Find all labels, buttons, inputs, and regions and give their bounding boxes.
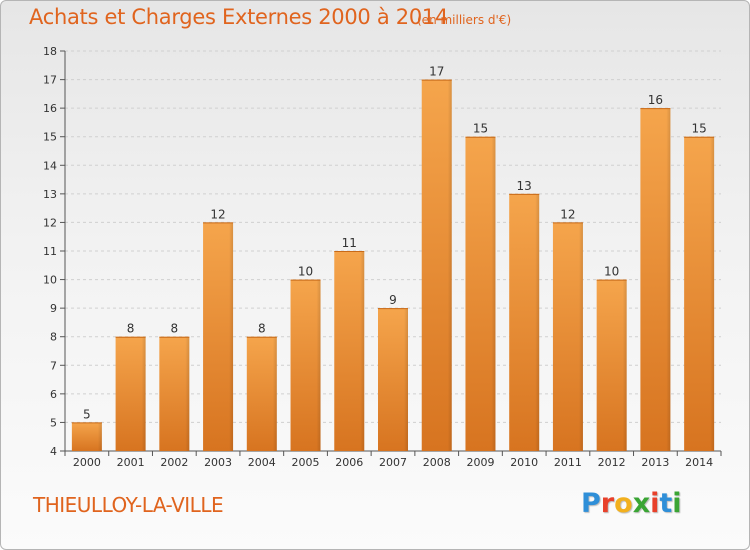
bar-value-label: 10 <box>298 265 313 279</box>
bar-value-label: 8 <box>127 322 135 336</box>
y-tick-label: 10 <box>43 274 57 287</box>
x-tick-label: 2004 <box>248 456 276 469</box>
bar <box>246 336 277 451</box>
x-tick-label: 2007 <box>379 456 407 469</box>
logo-letter: P <box>581 488 601 519</box>
y-tick-label: 8 <box>50 331 57 344</box>
x-tick-label: 2003 <box>204 456 232 469</box>
y-tick-label: 16 <box>43 102 57 115</box>
bar-value-label: 17 <box>429 65 444 79</box>
bar-shade <box>97 422 102 451</box>
bar-shade <box>491 136 496 451</box>
bar-value-label: 10 <box>604 265 619 279</box>
bar <box>552 222 583 451</box>
bar-value-label: 9 <box>389 293 397 307</box>
x-tick-label: 2012 <box>598 456 626 469</box>
y-tick-label: 14 <box>43 159 57 172</box>
x-tick-label: 2002 <box>160 456 188 469</box>
bar-shade <box>185 336 190 451</box>
x-tick-label: 2013 <box>641 456 669 469</box>
proxiti-logo: Proxiti <box>581 488 682 519</box>
x-tick-label: 2009 <box>466 456 494 469</box>
y-tick-label: 11 <box>43 245 57 258</box>
logo-letter: r <box>600 488 615 519</box>
y-tick-label: 4 <box>50 445 57 458</box>
bar-shade <box>272 336 277 451</box>
bar-shade <box>535 193 540 451</box>
logo-letter: o <box>614 488 633 519</box>
bar-shade <box>141 336 146 451</box>
logo-letter: t <box>659 488 673 519</box>
y-tick-label: 6 <box>50 388 57 401</box>
bar-shade <box>447 79 452 452</box>
bars <box>71 79 715 452</box>
bar-value-label: 15 <box>473 122 488 136</box>
chart-title: Achats et Charges Externes 2000 à 2014 <box>29 5 449 29</box>
chart-unit: (en milliers d'€) <box>417 13 512 27</box>
x-tick-label: 2014 <box>685 456 713 469</box>
bar-value-label: 13 <box>517 179 532 193</box>
x-tick-label: 2000 <box>73 456 101 469</box>
bar <box>159 336 190 451</box>
bar-value-label: 8 <box>171 322 179 336</box>
x-tick-label: 2006 <box>335 456 363 469</box>
logo-letter: i <box>672 488 682 519</box>
bar-shade <box>622 279 627 451</box>
bar <box>290 279 321 451</box>
bar-value-label: 12 <box>210 207 225 221</box>
bar-shade <box>404 308 408 451</box>
y-tick-label: 17 <box>43 74 57 87</box>
x-tick-label: 2011 <box>554 456 582 469</box>
labels: 4 5 6 7 8 9 10 11 12 13 14 15 16 17 18 5 2000 8 2001 8 2002 1… <box>43 45 713 469</box>
bar <box>465 136 496 451</box>
bar-shade <box>578 222 583 451</box>
bar <box>596 279 627 451</box>
bar <box>509 193 540 451</box>
bar <box>640 108 671 452</box>
y-tick-label: 13 <box>43 188 57 201</box>
y-tick-label: 9 <box>50 302 57 315</box>
bar <box>334 251 365 451</box>
y-tick-label: 12 <box>43 216 57 229</box>
logo-letter: i <box>650 488 660 519</box>
y-tick-label: 18 <box>43 45 57 58</box>
bar-shade <box>316 279 321 451</box>
y-tick-label: 15 <box>43 131 57 144</box>
y-tick-label: 5 <box>50 416 57 429</box>
bar-value-label: 15 <box>691 122 706 136</box>
bar-shade <box>710 136 715 451</box>
bar-shade <box>360 251 365 451</box>
bar-value-label: 5 <box>83 407 91 421</box>
bar-value-label: 12 <box>560 207 575 221</box>
x-tick-label: 2005 <box>292 456 320 469</box>
y-tick-label: 7 <box>50 359 57 372</box>
bar <box>115 336 146 451</box>
bar <box>378 308 408 451</box>
bar <box>203 222 234 451</box>
bar <box>421 79 452 452</box>
x-tick-label: 2010 <box>510 456 538 469</box>
bar-shade <box>666 108 671 452</box>
bar <box>684 136 715 451</box>
bar <box>71 422 102 451</box>
x-tick-label: 2001 <box>117 456 145 469</box>
bar-shade <box>229 222 234 451</box>
commune-name: THIEULLOY-LA-VILLE <box>33 493 224 517</box>
bar-value-label: 8 <box>258 322 266 336</box>
bar-value-label: 16 <box>648 93 663 107</box>
x-tick-label: 2008 <box>423 456 451 469</box>
logo-letter: x <box>632 488 651 519</box>
bar-value-label: 11 <box>342 236 357 250</box>
